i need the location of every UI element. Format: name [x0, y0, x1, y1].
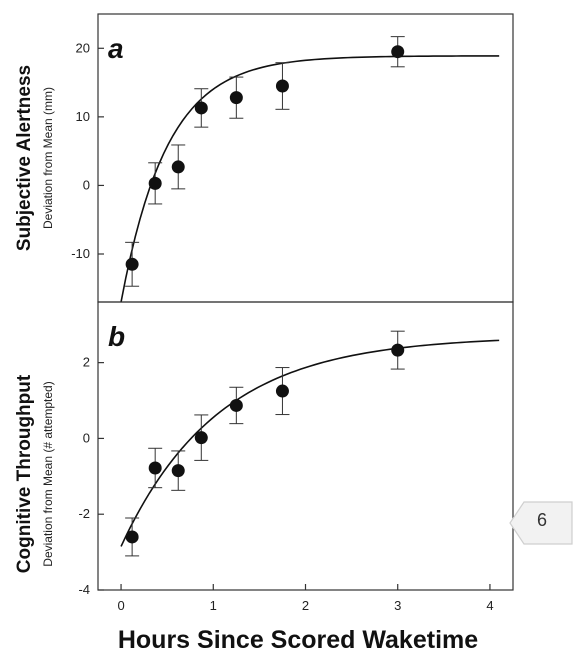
panel-b-y-label: Cognitive Throughput: [14, 374, 35, 573]
data-point: [171, 450, 186, 491]
data-point: [390, 36, 405, 68]
data-marker: [229, 91, 243, 105]
data-point: [229, 76, 244, 119]
panel-b-y-ticks: -4 -2 0 2: [78, 355, 104, 597]
data-marker: [275, 79, 289, 93]
data-point: [148, 162, 163, 205]
data-marker: [194, 101, 208, 115]
y-tick-label: -2: [78, 506, 90, 521]
data-marker: [171, 160, 185, 174]
y-tick-label: 0: [83, 177, 90, 192]
data-point: [194, 88, 209, 128]
page-number: 6: [536, 510, 547, 530]
y-tick-label: 2: [83, 355, 90, 370]
panel-a-letter: a: [108, 33, 124, 64]
y-tick-label: -4: [78, 582, 90, 597]
page-tab[interactable]: [506, 500, 573, 546]
panel-a-fit-curve: [120, 55, 500, 303]
panel-a-frame: [97, 13, 514, 303]
x-tick-label: 0: [117, 598, 124, 613]
panel-b-y-sublabel: Deviation from Mean (# attempted): [41, 381, 55, 566]
panel-a-y-ticks: -10 0 10 20: [71, 40, 104, 261]
x-tick-label: 2: [302, 598, 309, 613]
data-point: [125, 517, 140, 557]
y-tick-label: -10: [71, 246, 90, 261]
panel-a: -10 0 10 20 a Subjective Alertness Deviatio…: [14, 13, 514, 303]
panel-a-y-label: Subjective Alertness: [14, 65, 35, 251]
y-tick-label: 0: [83, 430, 90, 445]
x-axis-label: Hours Since Scored Waketime: [118, 626, 478, 654]
data-marker: [148, 461, 162, 475]
data-marker: [125, 257, 139, 271]
data-point: [148, 447, 163, 489]
data-marker: [194, 431, 208, 445]
data-marker: [229, 398, 243, 412]
panel-b-fit-curve: [120, 339, 500, 547]
data-point: [194, 414, 209, 461]
data-marker: [275, 384, 289, 398]
data-point: [275, 367, 290, 416]
data-point: [171, 144, 186, 190]
data-marker: [391, 343, 405, 357]
data-point: [125, 241, 140, 287]
data-marker: [125, 530, 139, 544]
panel-a-data-points: [125, 36, 405, 287]
data-point: [229, 386, 244, 425]
x-tick-label: 4: [486, 598, 493, 613]
data-marker: [391, 45, 405, 59]
data-point: [390, 330, 405, 370]
x-tick-label: 1: [210, 598, 217, 613]
panel-b-frame: [97, 301, 514, 591]
y-tick-label: 20: [76, 40, 90, 55]
panel-b-data-points: [125, 330, 405, 557]
x-tick-label: 3: [394, 598, 401, 613]
y-tick-label: 10: [76, 109, 90, 124]
panel-b: -4 -2 0 2 0 1 2 3 4 b Cognitive Throughput Devi…: [14, 301, 514, 654]
data-marker: [171, 464, 185, 478]
panel-b-letter: b: [108, 321, 125, 352]
panel-a-y-sublabel: Deviation from Mean (mm): [41, 87, 55, 229]
panel-b-x-ticks: 0 1 2 3 4: [117, 584, 494, 613]
data-marker: [148, 176, 162, 190]
data-point: [275, 62, 290, 110]
